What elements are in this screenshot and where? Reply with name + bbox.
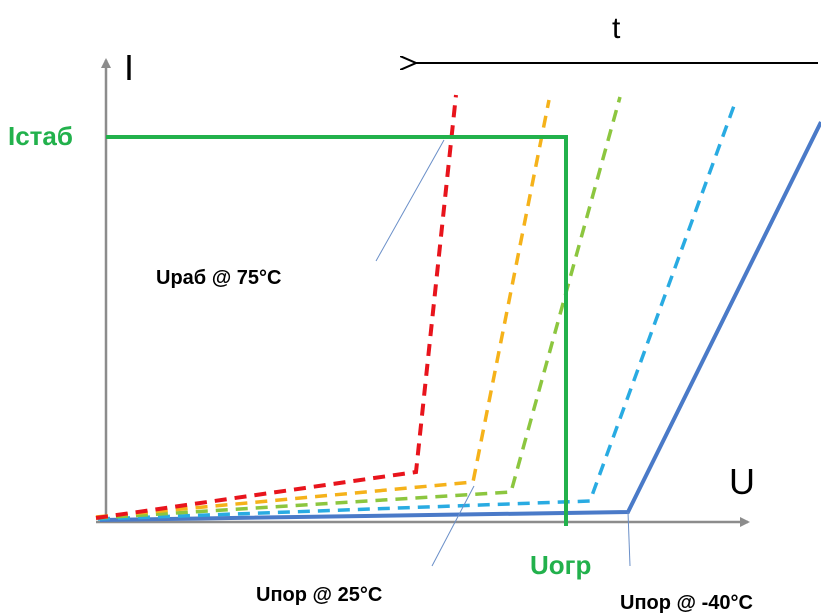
- time-label: t: [612, 12, 621, 45]
- x-axis-label: U: [729, 461, 755, 502]
- y-axis-label: I: [124, 47, 134, 88]
- leader-75c: [375, 139, 445, 262]
- curve-light-green: [95, 96, 622, 520]
- u-limit-label: Uогр: [530, 550, 591, 580]
- curve-minus40: [99, 121, 821, 522]
- curve-orange: [95, 99, 551, 519]
- curve-light-blue: [97, 102, 737, 521]
- leader-25c: [431, 485, 475, 567]
- limit-line: [106, 135, 568, 526]
- u-work-75-label: Uраб @ 75°C: [156, 267, 281, 289]
- curve-75c: [95, 94, 458, 520]
- u-thr-m40-label: Uпор @ -40°C: [620, 592, 753, 614]
- u-thr-25-label: Uпор @ 25°C: [256, 584, 382, 606]
- i-stab-label: Iстаб: [8, 121, 73, 151]
- leader-m40c: [627, 511, 631, 567]
